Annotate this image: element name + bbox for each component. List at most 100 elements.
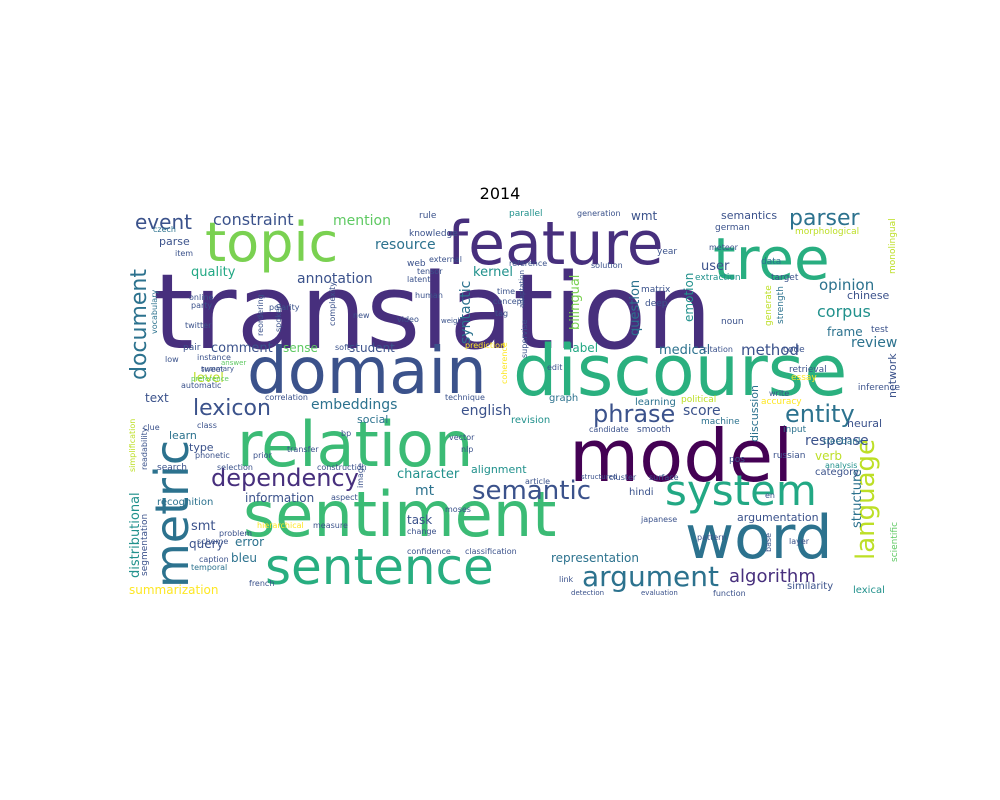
word-class: class bbox=[197, 421, 217, 430]
word-analysis: analysis bbox=[825, 461, 858, 470]
word-treebank: treebank bbox=[823, 437, 864, 447]
word-write: write bbox=[769, 389, 790, 398]
word-feature: feature bbox=[447, 209, 664, 279]
word-accuracy: accuracy bbox=[761, 397, 802, 407]
word-complexity: complexity bbox=[328, 282, 337, 326]
word-discourse: discourse bbox=[513, 330, 848, 412]
word-function: function bbox=[713, 589, 746, 598]
word-summary: summary bbox=[201, 365, 235, 373]
word-domain: domain bbox=[247, 335, 487, 409]
word-surface: surface bbox=[649, 473, 679, 482]
word-citation: citation bbox=[703, 345, 733, 354]
chart-title: 2014 bbox=[479, 184, 521, 203]
word-deep: deep bbox=[645, 299, 668, 309]
word-embeddings: embeddings bbox=[311, 397, 398, 413]
word-preference: preference bbox=[191, 375, 229, 383]
word-hierarchical: hierarchical bbox=[257, 521, 304, 530]
word-essay: essay bbox=[791, 373, 817, 383]
word-emotion: emotion bbox=[682, 272, 696, 322]
word-prediction: prediction bbox=[465, 341, 506, 350]
word-data: data bbox=[761, 257, 782, 267]
word-semantic: semantic bbox=[472, 476, 591, 506]
word-alignment: alignment bbox=[471, 463, 527, 476]
word-latent: latent bbox=[407, 275, 431, 284]
word-candidate: candidate bbox=[589, 425, 629, 434]
word-japanese: japanese bbox=[641, 515, 678, 524]
word-article: article bbox=[525, 477, 551, 486]
word-medical: medical bbox=[659, 343, 711, 358]
word-parser: parser bbox=[789, 208, 860, 231]
word-rule: rule bbox=[419, 211, 437, 221]
word-en: en bbox=[765, 491, 775, 500]
word-caption: caption bbox=[199, 555, 229, 564]
word-opinion: opinion bbox=[819, 276, 875, 294]
word-parallel: parallel bbox=[509, 209, 543, 219]
word-vocabulary: vocabulary bbox=[150, 289, 159, 334]
word-english: english bbox=[461, 403, 512, 419]
word-similarity: similarity bbox=[787, 581, 834, 592]
word-web: web bbox=[407, 259, 426, 269]
word-video: video bbox=[397, 315, 419, 324]
word-nlp: nlp bbox=[461, 445, 474, 454]
word-russian: russian bbox=[773, 451, 806, 461]
word-classification: classification bbox=[465, 547, 517, 556]
word-search: search bbox=[157, 463, 187, 473]
word-prior: prior bbox=[253, 451, 272, 460]
word-clue: clue bbox=[143, 423, 160, 432]
word-review: review bbox=[851, 335, 898, 351]
word-transfer: transfer bbox=[287, 445, 319, 454]
word-tensor: tensor bbox=[417, 267, 443, 276]
word-wmt: wmt bbox=[631, 209, 658, 223]
word-measure: measure bbox=[313, 521, 348, 530]
word-dependency: dependency bbox=[211, 464, 359, 492]
word-retrieval: retrieval bbox=[789, 365, 827, 375]
word-base: base bbox=[764, 532, 773, 552]
word-lexicon: lexicon bbox=[193, 396, 271, 421]
word-pair: pair bbox=[183, 343, 201, 353]
word-reordering: reordering bbox=[256, 294, 265, 336]
word-link: link bbox=[559, 575, 574, 584]
word-twitter: twitter bbox=[185, 321, 212, 330]
word-test: test bbox=[871, 325, 889, 335]
word-algorithm: algorithm bbox=[729, 566, 816, 587]
word-document: document bbox=[127, 269, 152, 380]
word-polarity: polarity bbox=[269, 303, 300, 312]
word-aspect: aspect bbox=[331, 493, 358, 502]
word-monolingual: monolingual bbox=[888, 218, 898, 274]
word-german: german bbox=[715, 223, 750, 233]
word-mention: mention bbox=[333, 213, 391, 229]
word-task: task bbox=[407, 513, 433, 527]
word-french: french bbox=[249, 579, 275, 588]
word-type: type bbox=[189, 441, 214, 454]
word-political: political bbox=[681, 395, 717, 405]
word-cluster: cluster bbox=[609, 473, 637, 482]
word-social: social bbox=[357, 413, 389, 426]
word-text: text bbox=[145, 391, 169, 405]
word-resource: resource bbox=[375, 237, 436, 253]
word-target: target bbox=[771, 273, 799, 283]
word-extraction: extraction bbox=[695, 273, 741, 283]
word-correlation: correlation bbox=[265, 393, 308, 402]
word-syntactic: syntactic bbox=[458, 280, 474, 344]
word-word: word bbox=[685, 503, 833, 573]
word-information: information bbox=[245, 491, 315, 505]
word-model: model bbox=[569, 414, 794, 498]
word-automatic: automatic bbox=[181, 381, 222, 390]
word-parse: parse bbox=[159, 235, 190, 248]
word-topic: topic bbox=[205, 211, 339, 274]
word-student: student bbox=[349, 341, 395, 355]
word-online: online bbox=[189, 293, 214, 302]
word-answer: answer bbox=[221, 359, 247, 367]
word-level: level bbox=[193, 371, 224, 386]
word-detection: detection bbox=[571, 589, 605, 597]
word-machine: machine bbox=[701, 417, 740, 427]
word-inference: inference bbox=[857, 383, 900, 393]
word-cloud: translation feature topic tree domain di… bbox=[125, 208, 901, 606]
word-segmentation: segmentation bbox=[140, 513, 150, 576]
word-confidence: confidence bbox=[407, 547, 451, 556]
word-event: event bbox=[135, 210, 192, 234]
word-comment: comment bbox=[211, 341, 273, 356]
word-learning: learning bbox=[635, 397, 676, 408]
word-soft: soft bbox=[335, 343, 350, 352]
word-supervise: supervise bbox=[520, 319, 529, 358]
